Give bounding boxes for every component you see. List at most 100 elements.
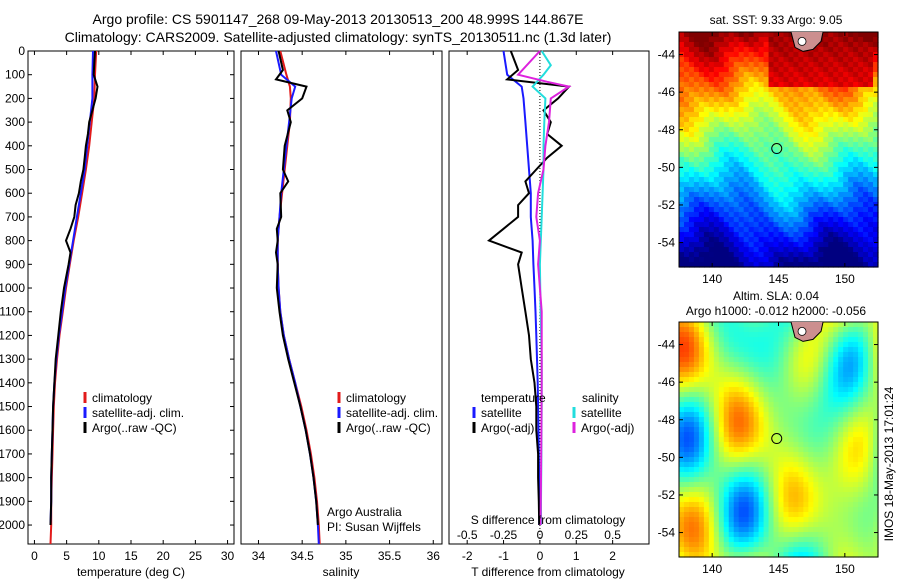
map-cell	[868, 152, 874, 158]
map-cell	[683, 437, 690, 443]
map-cell	[733, 417, 740, 423]
map-cell	[708, 232, 715, 238]
map-cell	[773, 182, 780, 188]
map-cell	[698, 252, 705, 258]
map-cell	[728, 412, 735, 418]
map-cell	[853, 522, 859, 528]
map-cell	[793, 127, 799, 133]
map-cell	[853, 157, 859, 163]
map-cell	[828, 512, 834, 518]
map-cell	[813, 392, 819, 398]
map-cell	[858, 42, 864, 48]
map-cell	[773, 262, 780, 268]
map-cell	[683, 202, 690, 208]
map-cell	[828, 322, 834, 328]
map-cell	[683, 417, 690, 423]
map-cell	[803, 92, 809, 98]
map-cell	[708, 362, 715, 368]
map-cell	[838, 182, 844, 188]
map-cell	[788, 147, 795, 153]
map-cell	[793, 122, 799, 128]
lat-tick-label: -44	[658, 48, 676, 62]
map-cell	[708, 527, 715, 533]
map-cell	[853, 32, 859, 38]
map-cell	[823, 552, 829, 558]
map-cell	[813, 212, 819, 218]
map-cell	[723, 137, 730, 143]
map-cell	[838, 247, 844, 253]
map-cell	[813, 417, 819, 423]
coastline-island	[797, 37, 807, 46]
map-cell	[713, 467, 720, 473]
map-cell	[713, 362, 720, 368]
map-cell	[748, 392, 755, 398]
map-cell	[863, 227, 869, 233]
map-cell	[703, 407, 710, 413]
map-cell	[688, 247, 695, 253]
lon-tick-label: 145	[768, 272, 788, 286]
map-cell	[718, 347, 725, 353]
map-cell	[723, 87, 730, 93]
map-cell	[853, 527, 859, 533]
map-cell	[743, 357, 750, 363]
sla-coastline	[790, 321, 824, 342]
map-cell	[858, 457, 864, 463]
map-cell	[768, 177, 775, 183]
map-cell	[743, 117, 750, 123]
map-cell	[718, 492, 725, 498]
map-cell	[773, 477, 780, 483]
map-cell	[803, 117, 809, 123]
map-cell	[798, 497, 804, 503]
map-cell	[813, 172, 819, 178]
map-cell	[679, 252, 685, 258]
map-cell	[793, 467, 799, 473]
map-cell	[833, 167, 839, 173]
map-cell	[813, 487, 819, 493]
series-line-argo-raw-qc-	[49, 50, 99, 526]
map-cell	[753, 432, 760, 438]
map-cell	[863, 497, 869, 503]
map-cell	[793, 492, 799, 498]
map-cell	[693, 137, 700, 143]
map-cell	[793, 552, 799, 558]
map-cell	[688, 242, 695, 248]
map-cell	[733, 52, 740, 58]
map-cell	[783, 352, 790, 358]
map-cell	[838, 332, 844, 338]
map-cell	[858, 142, 864, 148]
map-cell	[693, 402, 700, 408]
map-cell	[848, 547, 854, 553]
map-cell	[688, 192, 695, 198]
map-cell	[693, 377, 700, 383]
map-cell	[863, 202, 869, 208]
map-cell	[833, 222, 839, 228]
map-cell	[763, 337, 770, 343]
map-cell	[798, 547, 804, 553]
map-cell	[688, 237, 695, 243]
map-cell	[698, 542, 705, 548]
map-cell	[738, 492, 745, 498]
map-cell	[763, 82, 770, 88]
sst-map-axes: 140 145 150-44-46-48-50-52-54	[658, 32, 878, 286]
map-cell	[813, 247, 819, 253]
depth-tick-label: 400	[5, 139, 25, 153]
depth-tick-label: 1800	[0, 471, 25, 485]
map-cell	[823, 112, 829, 118]
map-cell	[853, 167, 859, 173]
map-cell	[843, 552, 849, 558]
map-cell	[843, 547, 849, 553]
map-cell	[768, 247, 775, 253]
map-cell	[698, 42, 705, 48]
map-cell	[788, 97, 795, 103]
map-cell	[733, 82, 740, 88]
map-cell	[798, 512, 804, 518]
map-cell	[768, 402, 775, 408]
map-cell	[688, 457, 695, 463]
map-cell	[713, 217, 720, 223]
map-cell	[773, 547, 780, 553]
map-cell	[708, 552, 715, 558]
map-cell	[679, 322, 685, 328]
map-cell	[838, 387, 844, 393]
map-cell	[788, 337, 795, 343]
map-cell	[798, 217, 804, 223]
